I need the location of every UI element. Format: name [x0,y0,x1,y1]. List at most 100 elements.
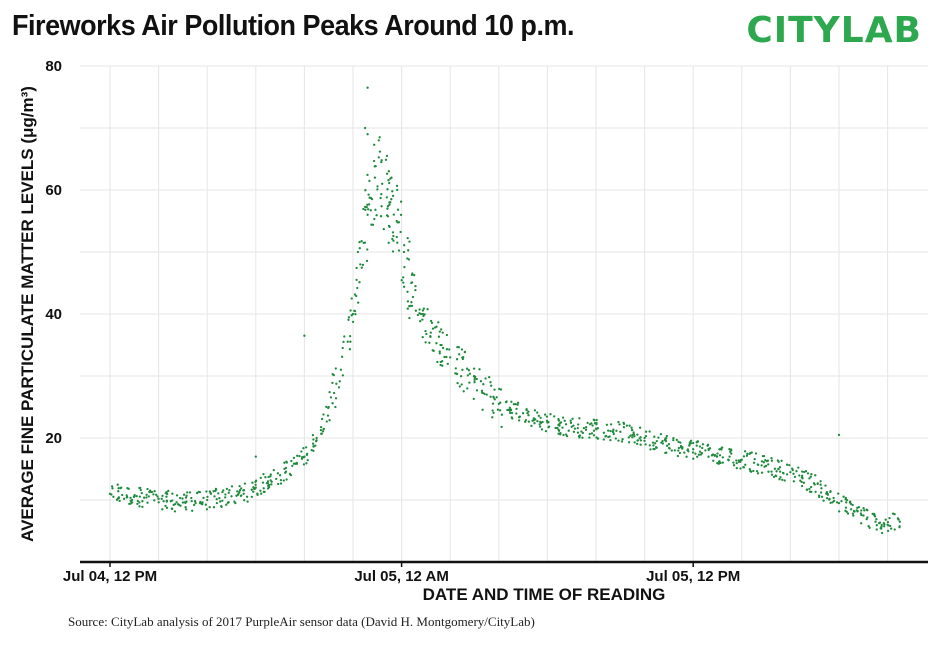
data-point [251,481,254,484]
data-point [678,451,682,455]
data-point [785,463,789,466]
data-point [387,241,390,244]
data-point [192,503,196,507]
data-point [389,201,392,204]
data-point [439,363,442,367]
data-point [186,491,189,494]
data-point [491,416,494,419]
data-point [141,505,144,509]
data-point [368,196,371,199]
data-point [667,446,671,450]
data-point [165,500,168,503]
data-point [414,288,417,292]
data-point [366,203,369,206]
data-point [886,529,890,533]
data-point [294,462,297,465]
data-point [321,430,325,433]
data-point [380,159,383,162]
data-point [547,425,551,428]
data-point [730,452,733,455]
data-point [837,433,841,437]
data-point [777,467,780,471]
data-point [655,446,658,449]
data-point [279,482,283,485]
data-point [810,472,813,476]
data-point [381,182,384,185]
data-point [630,426,633,429]
data-point [867,524,870,528]
data-point [129,496,132,500]
data-point [238,489,242,492]
data-point [366,173,369,177]
data-point [569,419,572,422]
data-point [429,319,433,323]
data-point [385,214,389,217]
data-point [410,281,414,284]
data-point [749,470,753,473]
data-point [402,276,405,279]
data-point [426,308,429,311]
data-point [387,179,390,182]
data-point [557,429,561,432]
data-point [332,391,336,395]
data-point [213,495,216,498]
data-point [628,424,631,427]
data-point [819,491,823,494]
data-point [887,524,890,527]
data-point [256,493,259,497]
data-point [686,448,690,451]
data-point [358,247,361,250]
data-point [117,496,121,499]
data-point [569,421,573,425]
data-point [160,497,163,500]
data-point [588,436,591,439]
data-point [580,430,583,433]
data-point [445,348,449,351]
data-point [422,314,425,318]
data-point [463,350,467,354]
data-point [319,428,323,432]
data-point [665,434,668,438]
data-point [893,513,896,516]
data-point [414,284,417,288]
data-point [354,313,357,316]
data-point [667,443,671,446]
data-point [852,514,855,517]
x-tick-label: Jul 04, 12 PM [63,568,157,585]
data-point [382,227,385,231]
data-point [355,294,358,298]
data-point [760,460,764,463]
y-tick-label: 60 [45,182,62,199]
data-point [419,320,422,323]
data-point [720,448,723,451]
data-point [236,490,239,493]
data-point [860,513,863,517]
data-point [527,420,531,423]
data-point [508,411,512,415]
data-point [305,453,309,457]
data-point [468,372,472,375]
data-point [406,236,409,240]
data-point [797,466,800,469]
data-point [262,472,265,476]
data-point [844,496,848,500]
data-point [454,367,457,370]
data-point [252,490,255,493]
data-point [242,489,246,492]
data-point [677,440,680,443]
data-point [777,460,780,463]
data-point [719,461,722,465]
data-point [562,433,565,437]
data-point [478,368,481,371]
data-point [161,494,164,498]
data-point [178,496,182,500]
data-point [459,375,463,378]
data-point [793,475,797,479]
data-point [225,487,229,491]
data-point [791,467,794,470]
data-point [655,439,658,443]
data-point [744,463,747,466]
data-point [617,439,620,442]
data-point [384,158,388,161]
data-point [145,493,148,496]
